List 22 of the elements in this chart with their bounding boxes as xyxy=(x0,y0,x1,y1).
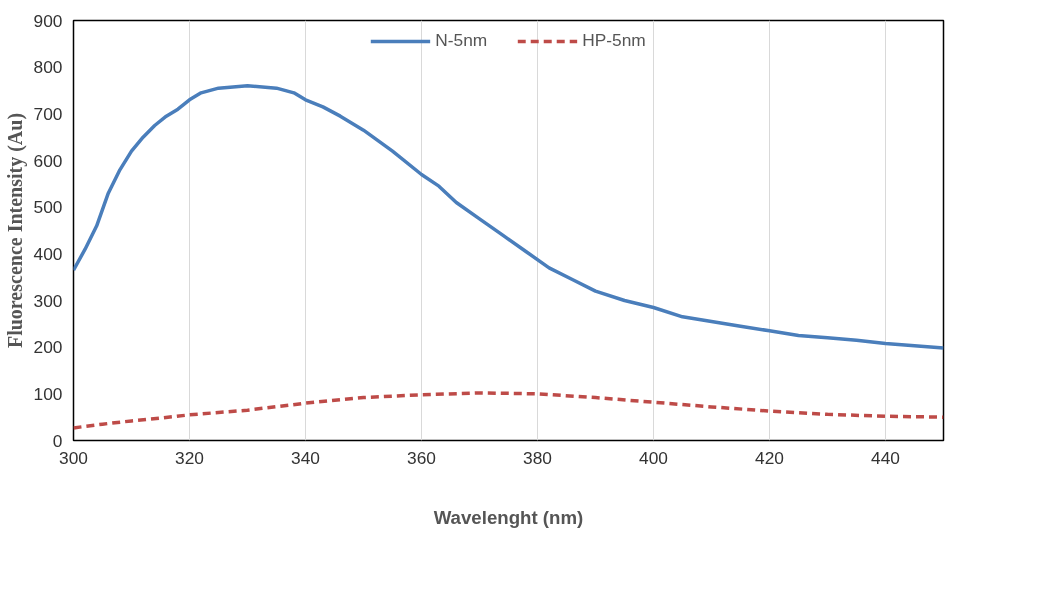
y-axis-title: Fluorescence Intensity (Au) xyxy=(3,112,27,349)
x-tick-label: 340 xyxy=(291,447,320,468)
x-tick-label: 440 xyxy=(871,447,900,468)
y-tick-label: 900 xyxy=(33,10,63,31)
x-tick-label: 320 xyxy=(175,447,204,468)
y-tick-label: 100 xyxy=(33,383,63,404)
y-tick-label: 800 xyxy=(33,57,63,78)
y-tick-label: 200 xyxy=(33,337,63,358)
y-tick-label: 300 xyxy=(33,290,63,311)
line-series xyxy=(73,84,944,350)
x-tick-label: 420 xyxy=(755,447,784,468)
y-tick-label: 400 xyxy=(33,243,63,264)
line-series xyxy=(73,391,944,430)
x-tick-label: 400 xyxy=(639,447,668,468)
y-tick-label: 600 xyxy=(33,150,63,171)
y-tick-label: 700 xyxy=(33,103,63,124)
x-tick-label: 380 xyxy=(523,447,552,468)
legend-label: N-5nm xyxy=(435,30,488,51)
x-tick-label: 360 xyxy=(407,447,436,468)
legend-label: HP-5nm xyxy=(582,30,646,51)
y-tick-label: 500 xyxy=(33,197,63,218)
x-axis-title: Wavelenght (nm) xyxy=(433,506,584,528)
